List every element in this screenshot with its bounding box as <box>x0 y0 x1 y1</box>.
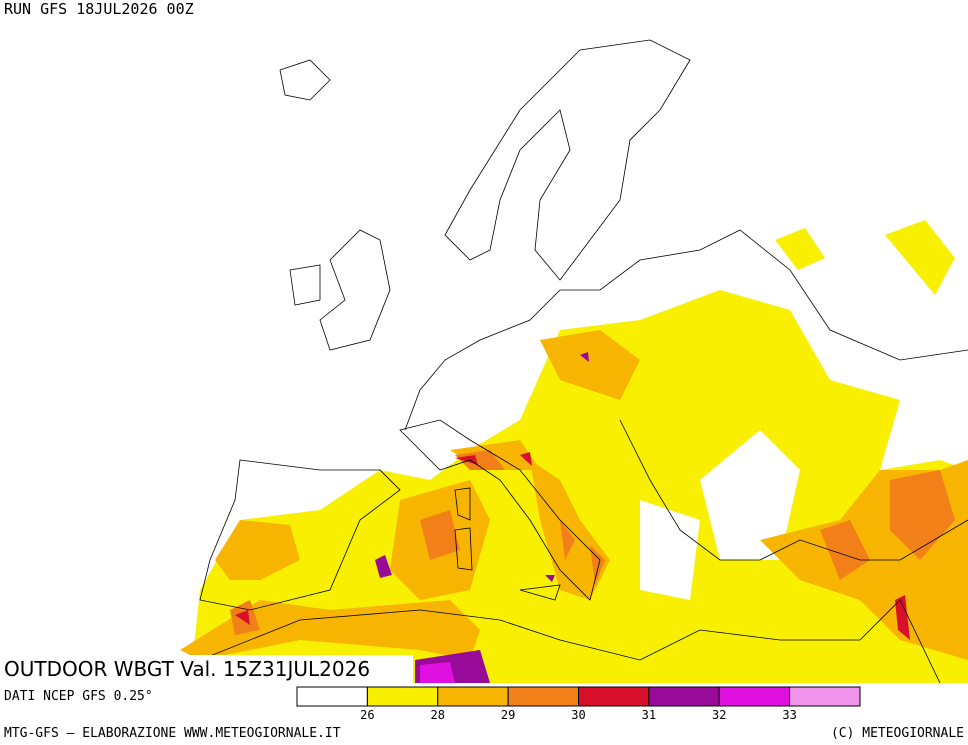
legend-label: 32 <box>712 708 726 722</box>
map-field <box>180 215 968 683</box>
run-label: RUN GFS 18JUL2026 00Z <box>4 0 194 18</box>
legend-swatch <box>437 686 509 707</box>
legend-label: 29 <box>501 708 515 722</box>
footer-right: (C) METEOGIORNALE <box>831 726 964 741</box>
footer-left: MTG-GFS – ELABORAZIONE WWW.METEOGIORNALE… <box>4 726 341 741</box>
legend-swatch <box>718 686 791 707</box>
legend: 26 28 29 30 31 32 33 <box>296 686 861 722</box>
map-title: OUTDOOR WBGT Val. 15Z31JUL2026 <box>4 657 370 681</box>
legend-swatch <box>648 686 720 707</box>
legend-swatch <box>578 686 650 707</box>
coastlines <box>199 39 968 684</box>
legend-swatch <box>296 686 368 707</box>
source-label: DATI NCEP GFS 0.25° <box>4 689 153 704</box>
legend-label: 26 <box>360 708 374 722</box>
legend-label: 28 <box>431 708 445 722</box>
title-box <box>0 655 413 684</box>
legend-label: 33 <box>782 708 796 722</box>
legend-swatch <box>507 686 579 707</box>
legend-swatch <box>789 686 861 707</box>
legend-label: 30 <box>571 708 585 722</box>
legend-swatch <box>366 686 439 707</box>
legend-label: 31 <box>642 708 656 722</box>
